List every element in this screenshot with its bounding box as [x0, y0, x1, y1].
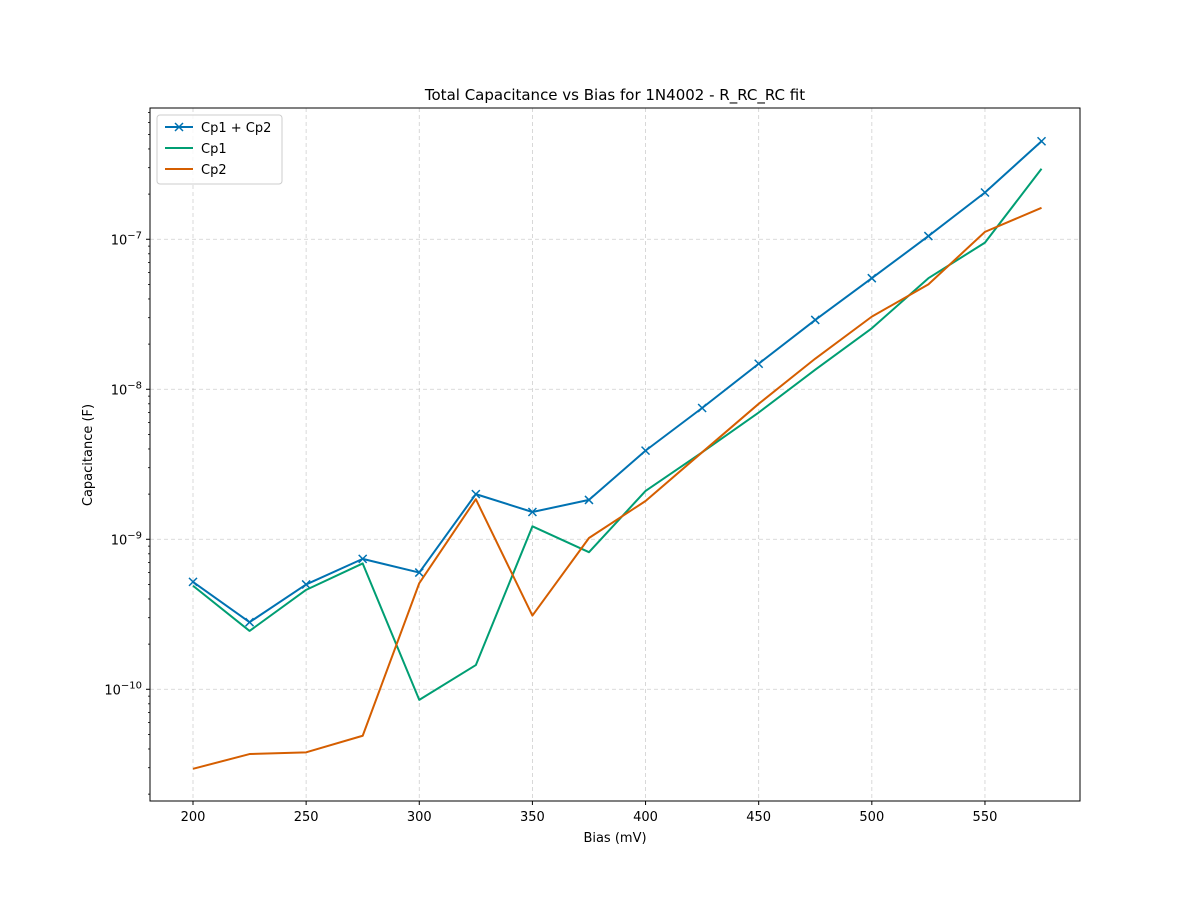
marker-stroke [810, 315, 820, 325]
y-tick-label: 10−7 [111, 230, 142, 248]
y-tick-base: 10 [111, 383, 128, 398]
marker-stroke [867, 273, 877, 283]
series-line-0 [192, 140, 1043, 624]
y-tick-label: 10−8 [111, 380, 142, 398]
x-tick-label: 500 [859, 810, 884, 825]
marker-stroke [641, 446, 651, 456]
legend-label: Cp1 [201, 142, 227, 157]
y-tick-label: 10−10 [104, 680, 142, 698]
marker-stroke [245, 617, 255, 627]
y-tick-base: 10 [111, 233, 128, 248]
marker-stroke [301, 579, 311, 589]
x-tick-label: 350 [520, 810, 545, 825]
marker-stroke [584, 495, 594, 505]
data-point [301, 579, 311, 589]
x-tick-label: 450 [746, 810, 771, 825]
ticks: 200 250 300 350 400 450 500 55010−1010−910−810−… [104, 112, 997, 825]
marker-stroke [754, 359, 764, 369]
y-tick-exponent: −10 [121, 680, 142, 691]
data-point [245, 617, 255, 627]
y-tick-base: 10 [104, 683, 121, 698]
x-tick-label: 250 [294, 810, 319, 825]
data-point [697, 403, 707, 413]
series-layer [188, 136, 1047, 770]
y-tick-exponent: −7 [127, 230, 142, 241]
y-tick-base: 10 [111, 533, 128, 548]
data-point [471, 489, 481, 499]
marker-stroke [980, 187, 990, 198]
marker-stroke [358, 554, 368, 564]
plot-frame [149, 107, 1081, 802]
marker-stroke [697, 403, 707, 413]
data-point [1037, 136, 1047, 146]
legend-label: Cp1 + Cp2 [201, 121, 271, 136]
data-point [358, 554, 368, 564]
data-point [584, 495, 594, 505]
y-tick-exponent: −9 [127, 530, 142, 541]
data-point [867, 273, 877, 283]
series-line-2 [192, 206, 1042, 770]
x-axis-label: Bias (mV) [583, 831, 646, 846]
marker-stroke [923, 231, 933, 241]
data-point [754, 359, 764, 369]
x-tick-label: 550 [973, 810, 998, 825]
x-tick-label: 200 [181, 810, 206, 825]
legend-box [156, 114, 283, 185]
data-point [188, 577, 198, 587]
legend: Cp1 + Cp2 Cp1 Cp2 [156, 114, 283, 185]
x-tick-label: 400 [633, 810, 658, 825]
marker-stroke [1037, 136, 1047, 146]
data-point [527, 507, 537, 517]
y-tick-exponent: −8 [127, 380, 142, 391]
marker-stroke [471, 489, 481, 499]
data-point [980, 187, 990, 198]
grid [150, 108, 1080, 801]
marker-stroke [527, 507, 537, 517]
legend-marker [174, 122, 184, 132]
marker-stroke [188, 577, 198, 587]
chart-title: Total Capacitance vs Bias for 1N4002 - R… [424, 86, 805, 105]
data-point [641, 446, 651, 456]
series-line-1 [192, 168, 1043, 701]
x-tick-label: 300 [407, 810, 432, 825]
legend-label: Cp2 [201, 163, 227, 178]
y-tick-label: 10−9 [111, 530, 142, 548]
data-point [923, 231, 933, 241]
marker-stroke [414, 568, 424, 578]
data-point [810, 315, 820, 325]
data-point [414, 568, 424, 578]
y-axis-label: Capacitance (F) [81, 404, 96, 506]
